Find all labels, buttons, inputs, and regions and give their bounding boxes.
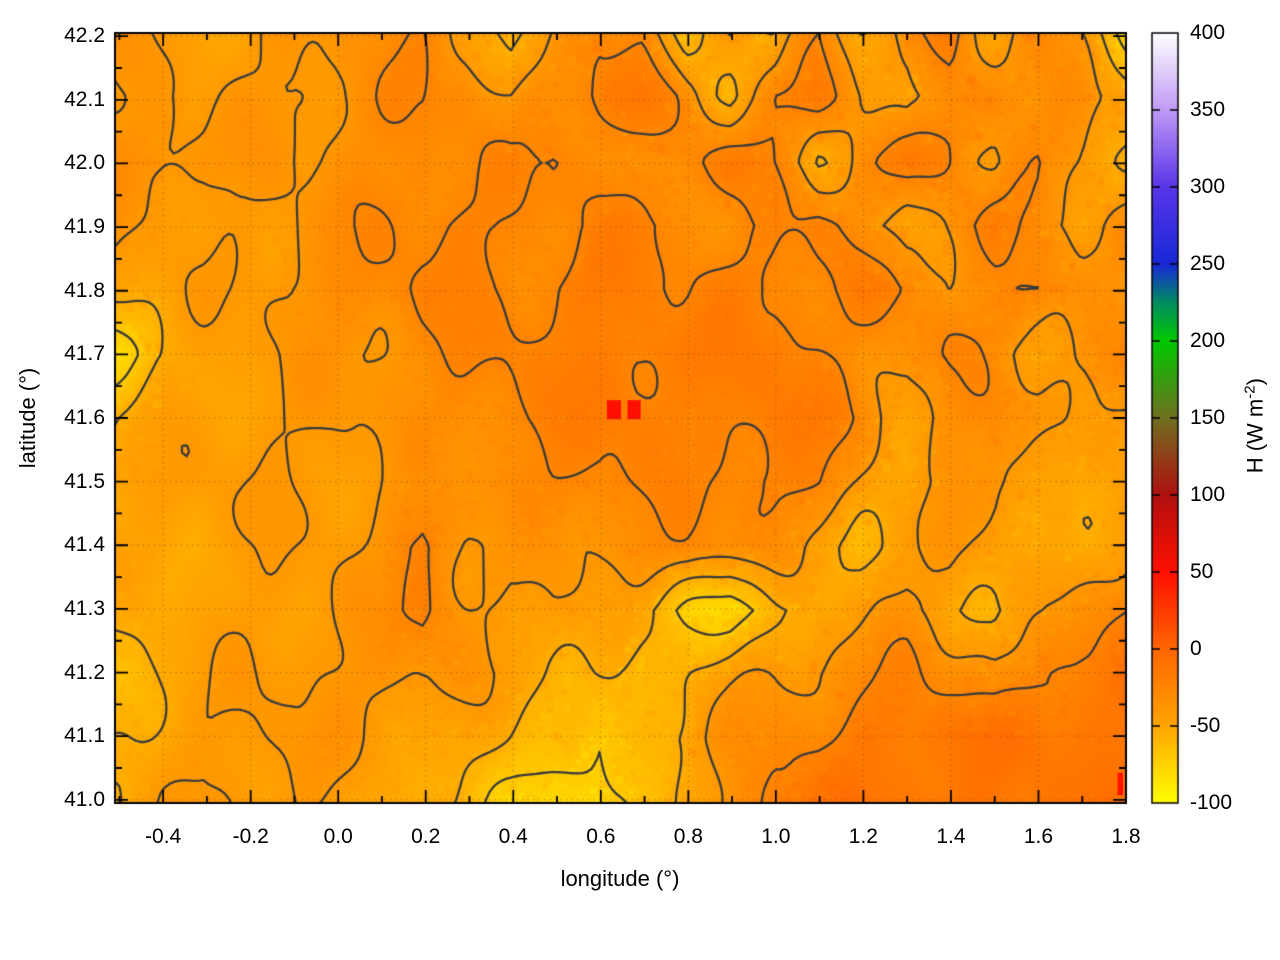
x-tick-label: 0.8: [673, 825, 703, 848]
y-tick-label: 41.9: [64, 215, 105, 239]
colorbar-label-close: ): [1242, 378, 1268, 386]
x-tick-label: -0.2: [232, 825, 269, 848]
colorbar-label-exponent: -2: [1241, 385, 1259, 399]
colorbar-tick-label: 50: [1190, 560, 1214, 583]
x-tick-label: 1.8: [1111, 825, 1141, 848]
colorbar-tick-label: 100: [1190, 483, 1226, 506]
x-tick-label: -0.4: [145, 825, 182, 848]
colorbar-tick-label: 350: [1190, 98, 1226, 121]
y-tick-label: 41.8: [64, 278, 105, 302]
colorbar-tick-label: 400: [1190, 21, 1226, 44]
colorbar-tick-label: -50: [1190, 714, 1221, 737]
colorbar-tick-label: 250: [1190, 252, 1226, 275]
y-tick-label: 42.2: [64, 24, 105, 48]
y-tick-label: 41.7: [64, 342, 105, 366]
y-tick-label: 42.0: [64, 151, 105, 175]
x-tick-label: 1.0: [761, 825, 791, 848]
x-tick-label: 0.0: [323, 825, 353, 848]
y-tick-label: 41.0: [64, 787, 105, 811]
y-tick-label: 41.1: [64, 724, 105, 748]
colorbar-tick-label: 200: [1190, 329, 1226, 352]
colorbar-tick-label: 300: [1190, 175, 1226, 198]
x-axis-label: longitude (°): [560, 866, 680, 891]
colorbar-tick-label: 150: [1190, 406, 1226, 429]
colorbar-tick-label: -100: [1190, 791, 1233, 814]
x-tick-label: 0.6: [586, 825, 616, 848]
y-tick-label: 42.1: [64, 87, 105, 111]
x-tick-label: 1.6: [1023, 825, 1054, 848]
x-tick-label: 0.2: [411, 825, 441, 848]
y-tick-label: 41.6: [64, 406, 105, 429]
y-tick-label: 41.5: [64, 469, 105, 493]
colorbar-tick-label: 0: [1190, 637, 1202, 660]
x-tick-label: 0.4: [498, 825, 528, 848]
y-tick-label: 41.4: [64, 533, 105, 557]
x-tick-label: 1.2: [848, 825, 878, 848]
x-tick-label: 1.4: [936, 825, 966, 848]
y-tick-label: 41.2: [64, 660, 105, 684]
y-tick-label: 41.3: [64, 596, 105, 620]
